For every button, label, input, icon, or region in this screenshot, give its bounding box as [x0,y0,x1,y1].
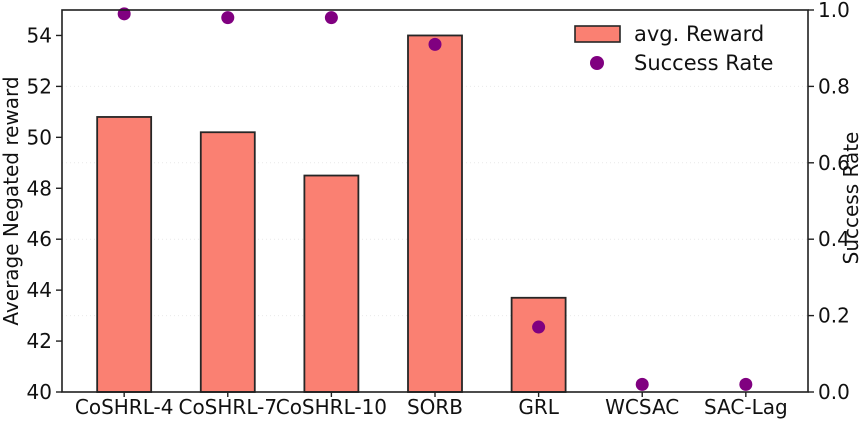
y-right-tick-label-0-2: 0.2 [818,304,850,328]
legend-label-avg-reward: avg. Reward [634,22,764,46]
y-left-tick-label-44: 44 [27,278,52,302]
x-tick-label-grl: GRL [518,395,559,419]
y-left-axis-title: Average Negated reward [0,76,23,325]
x-tick-label-coshrl-10: CoSHRL-10 [276,395,387,419]
y-left-tick-label-40: 40 [27,380,52,404]
x-tick-label-sac-lag: SAC-Lag [704,395,788,419]
y-left-tick-label-52: 52 [27,74,52,98]
y-left-tick-label-46: 46 [27,227,52,251]
legend-label-success-rate: Success Rate [634,51,773,75]
legend-bar-swatch [574,25,621,43]
dot-sac-lag [739,377,753,391]
bar-coshrl-10 [303,174,360,393]
y-right-tick-label-0-0: 0.0 [818,380,850,404]
y-left-tick-label-50: 50 [27,125,52,149]
y-left-tick-label-54: 54 [27,23,52,47]
bar-sorb [407,34,463,393]
dot-coshrl-10 [324,11,338,25]
x-tick-label-sorb: SORB [407,395,463,419]
x-tick-label-wcsac: WCSAC [605,395,679,419]
legend-dot-marker [590,56,604,70]
y-right-tick-label-0-8: 0.8 [818,74,850,98]
dot-coshrl-7 [221,11,235,25]
y-left-tick-label-48: 48 [27,176,52,200]
y-right-tick-label-0-4: 0.4 [818,227,850,251]
x-tick-label-coshrl-4: CoSHRL-4 [75,395,174,419]
bar-coshrl-7 [199,131,256,393]
y-right-axis-title: Success Rate [839,132,863,265]
y-right-tick-label-0-6: 0.6 [818,151,850,175]
dot-grl [532,320,546,334]
bar-coshrl-4 [96,116,153,393]
x-tick-label-coshrl-7: CoSHRL-7 [178,395,277,419]
dot-sorb [428,37,442,51]
dot-wcsac [635,377,649,391]
bar-grl [510,296,567,393]
y-left-tick-label-42: 42 [27,329,52,353]
y-right-tick-label-1-0: 1.0 [818,0,850,22]
